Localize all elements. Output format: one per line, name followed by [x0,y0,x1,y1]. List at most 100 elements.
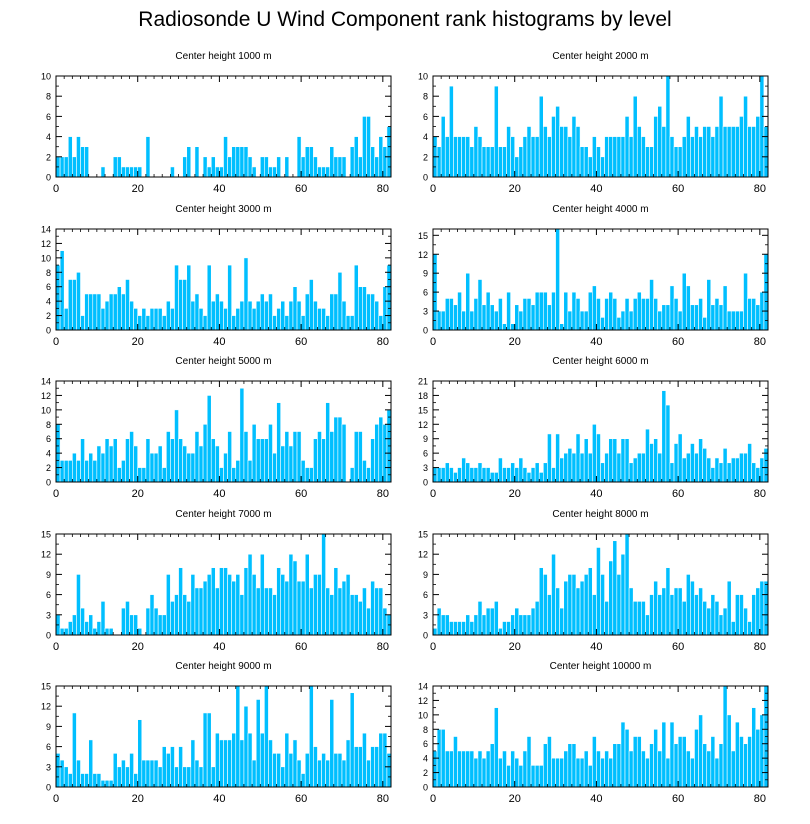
histogram-bar [321,166,326,178]
x-tick-label: 80 [754,488,766,500]
y-tick-label: 8 [46,268,51,278]
x-tick-label: 80 [754,183,766,195]
histogram-bar [726,310,732,331]
histogram-bar [510,614,516,636]
histogram-bar [292,431,298,483]
histogram-bar [718,614,724,636]
histogram-bar [55,753,61,788]
histogram-bar [522,750,528,788]
histogram-bar [264,438,269,483]
y-tick-label: 6 [423,449,428,459]
histogram-bar [186,452,192,483]
panel-6: Center height 6000 m 0 20 40 60 80 0 3 6 9 12 15 18 2… [418,356,769,500]
histogram-bar [333,753,339,788]
histogram-bar [251,166,257,178]
y-tick-label: 0 [423,173,428,183]
histogram-bar [722,685,728,788]
histogram-bar [100,779,106,788]
histogram-bar [300,156,306,178]
histogram-bar [80,315,85,331]
histogram-bar [677,433,683,483]
histogram-bar [370,580,375,636]
histogram-bar [677,146,683,178]
histogram-bar [251,308,257,331]
y-tick-label: 14 [41,377,51,387]
histogram-bar [76,574,81,636]
x-tick-label: 60 [672,793,684,805]
histogram-bar [661,587,667,636]
histogram-bar [641,601,646,636]
y-tick-label: 3 [423,307,428,317]
histogram-bar [714,126,720,178]
histogram-bar [178,438,183,483]
histogram-bar [96,621,102,636]
histogram-bar [333,416,339,483]
histogram-bar [321,438,326,483]
histogram-bar [624,298,630,331]
y-tick-label: 4 [46,132,51,142]
histogram-bar [206,574,212,636]
histogram-bar [612,298,618,331]
histogram-bar [555,587,560,636]
histogram-bar [559,457,565,483]
histogram-bar [76,460,81,483]
panel-4: Center height 4000 m 0 20 40 60 80 0 3 6 9 12 15 [418,204,769,348]
histogram-bar [600,574,605,636]
y-tick-label: 6 [423,112,428,122]
figure-title: Radiosonde U Wind Component rank histogr… [138,8,672,31]
histogram-bar [579,452,585,483]
histogram-bar [264,156,269,178]
histogram-bar [526,472,532,483]
histogram-bar [182,279,188,331]
histogram-bar [673,146,679,178]
histogram-bar [178,279,183,331]
histogram-bar [604,750,609,788]
histogram-bar [304,753,310,788]
histogram-bar [579,146,585,178]
histogram-bar [247,300,253,331]
histogram-bar [673,743,679,788]
histogram-bar [681,136,687,178]
histogram-bar [116,766,122,788]
histogram-bar [453,621,458,636]
histogram-bar [469,146,475,178]
histogram-bar [288,445,294,483]
histogram-bar [735,457,740,483]
histogram-bar [362,116,367,178]
histogram-bar [63,766,69,788]
histogram-bar [665,404,671,483]
histogram-bar [449,467,454,483]
histogram-bar [457,136,462,178]
histogram-bar [386,753,392,788]
y-tick-label: 2 [46,152,51,162]
histogram-bar [284,431,290,483]
histogram-bar [673,587,679,636]
histogram-bar [259,732,265,788]
histogram-bar [374,587,380,636]
x-tick-label: 0 [430,641,436,653]
histogram-bar [133,773,139,788]
histogram-bar [747,621,752,636]
histogram-bar [755,304,761,331]
histogram-bar [567,136,573,178]
histogram-bar [296,431,302,483]
histogram-bar [714,601,720,636]
histogram-bar [366,607,371,636]
histogram-bar [300,580,306,636]
histogram-bar [702,743,708,788]
histogram-bar [284,732,290,788]
histogram-bar [583,750,589,788]
histogram-bar [121,460,126,483]
histogram-bar [284,156,290,178]
histogram-bar [272,315,277,331]
histogram-bar [465,272,471,331]
histogram-bar [694,304,699,331]
histogram-bar [681,601,687,636]
histogram-bar [547,136,552,178]
histogram-bar [231,732,237,788]
histogram-bar [649,146,654,178]
histogram-bar [358,431,363,483]
histogram-bar [137,166,143,178]
histogram-bar [616,574,622,636]
y-tick-label: 6 [46,434,51,444]
